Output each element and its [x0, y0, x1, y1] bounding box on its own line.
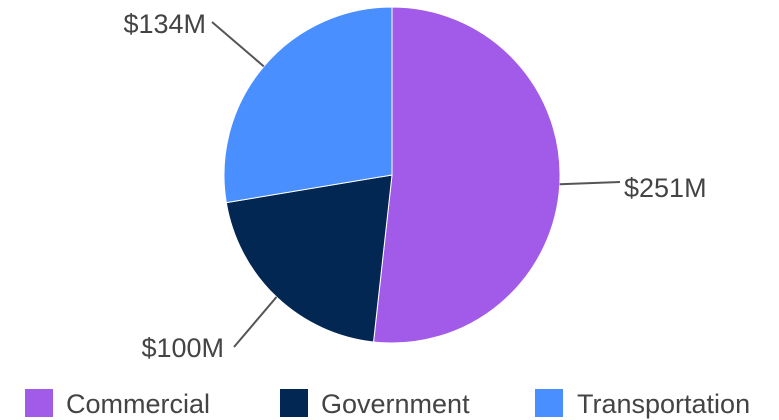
legend-item-transportation: Transportation — [535, 389, 750, 419]
leader-lines — [211, 21, 621, 348]
legend-label-government: Government — [321, 389, 470, 419]
pie-slice-commercial — [372, 6, 561, 344]
legend-swatch-government — [280, 389, 308, 417]
pie-slices — [223, 6, 561, 344]
leader-line-transportation — [211, 21, 265, 68]
pie-slice-transportation — [223, 6, 393, 204]
pie-slice-government — [225, 174, 393, 343]
slice-label-government: $100M — [141, 333, 224, 363]
slice-label-transportation: $134M — [123, 9, 206, 39]
legend-label-transportation: Transportation — [577, 389, 750, 419]
leader-line-commercial — [559, 181, 621, 186]
legend-swatch-commercial — [25, 389, 53, 417]
legend-item-commercial: Commercial — [25, 389, 210, 419]
legend: Commercial Government Transportation — [25, 389, 750, 419]
legend-item-government: Government — [280, 389, 470, 419]
slice-label-commercial: $251M — [624, 173, 707, 203]
legend-label-commercial: Commercial — [66, 389, 210, 419]
slice-labels: $251M $100M $134M — [123, 9, 706, 363]
legend-swatch-transportation — [535, 389, 563, 417]
leader-line-government — [233, 296, 278, 348]
